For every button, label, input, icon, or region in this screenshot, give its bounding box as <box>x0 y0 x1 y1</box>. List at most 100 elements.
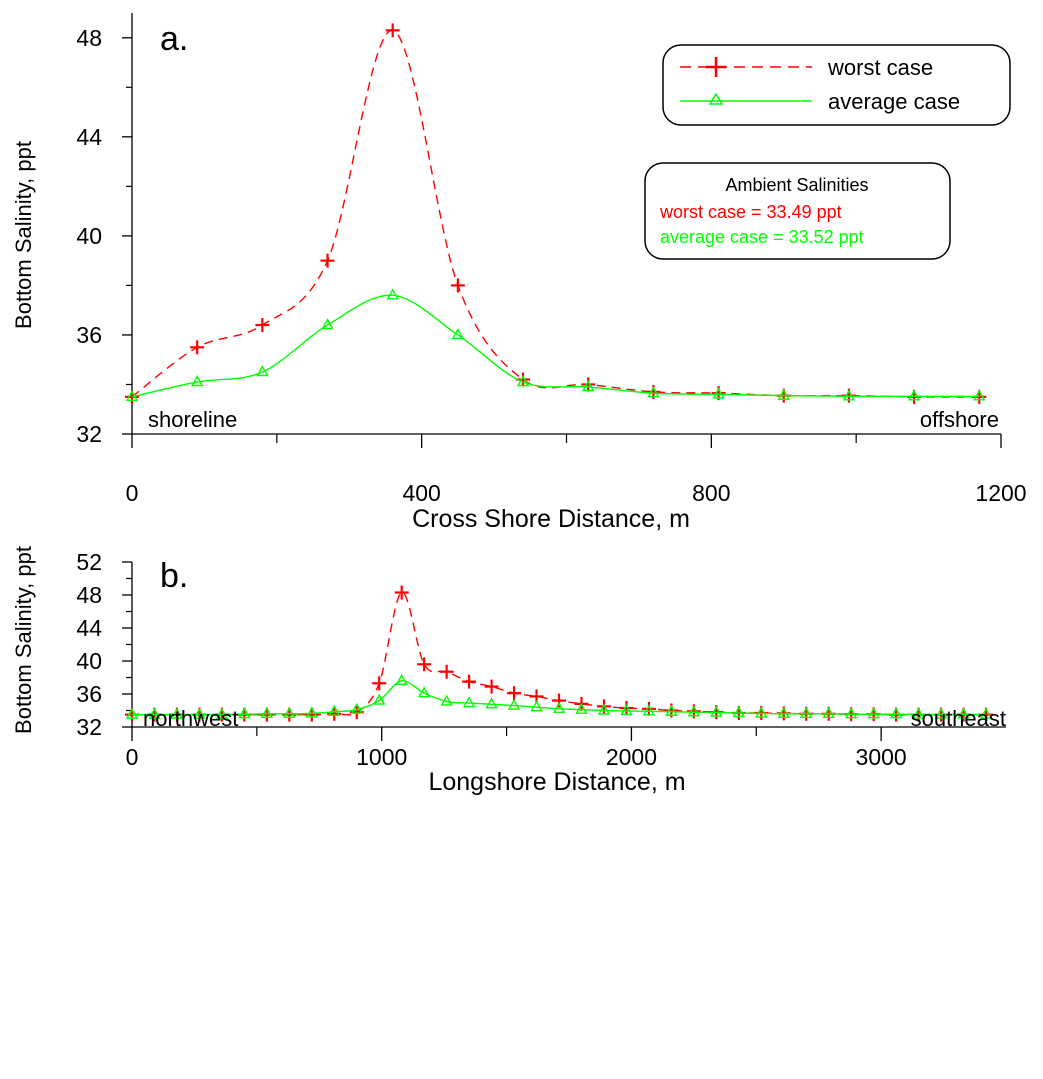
panel-b-x-tick-label: 1000 <box>356 744 407 770</box>
panel-a-average-point <box>842 389 856 401</box>
ambient-box: Ambient Salinities worst case = 33.49 pp… <box>644 162 951 260</box>
panel-b-y-tick-label: 52 <box>76 549 102 575</box>
panel-b-worst-point <box>394 585 409 600</box>
panel-b-annotation-right: southeast <box>911 706 1006 731</box>
panel-a-average-point <box>386 288 399 300</box>
panel-a-y-tick-label: 44 <box>76 124 102 150</box>
panel-a-worst-point <box>320 253 335 268</box>
panel-a-worst-point <box>255 318 270 333</box>
panel-a-x-tick-label: 400 <box>402 480 440 506</box>
panel-b-average-point <box>957 707 970 719</box>
ambient-box-worst: worst case = 33.49 ppt <box>659 202 842 222</box>
panel-a-y-tick-label: 36 <box>76 322 102 348</box>
panel-b-average-point <box>620 703 633 716</box>
panel-b-worst-point <box>259 707 274 722</box>
panel-b-average-point <box>462 696 476 708</box>
panel-a-worst-line <box>131 29 980 398</box>
panel-b-worst-point <box>552 693 567 708</box>
panel-b-average-point <box>575 702 588 714</box>
panel-b-average-point <box>328 704 341 716</box>
ambient-box-title: Ambient Salinities <box>725 175 868 195</box>
panel-b-average-point <box>193 707 206 719</box>
panel-b-worst-point <box>439 664 454 679</box>
panel-b-worst-point <box>417 657 432 672</box>
panel-b-x-tick-label: 3000 <box>856 744 907 770</box>
panel-b-average-point <box>417 686 431 698</box>
panel-b-average-point <box>148 707 161 719</box>
panel-b-average-point <box>755 706 768 718</box>
panel-b-average-point <box>710 705 723 717</box>
panel-b-average-point <box>485 697 498 709</box>
panel-b-x-tick-label: 2000 <box>606 744 657 770</box>
panel-b-average-point <box>238 707 251 719</box>
panel-b-average-point <box>552 701 566 714</box>
panel-b-ylabel: Bottom Salinity, ppt <box>11 546 36 734</box>
legend-box <box>662 44 1011 126</box>
panel-b-average-line <box>131 680 987 716</box>
panel-b-average-point <box>800 706 813 718</box>
panel-a-annotation-right: offshore <box>920 407 999 432</box>
panel-a-series <box>125 23 987 404</box>
panel-b-average-point <box>283 706 296 718</box>
panel-b-average-point <box>844 707 858 719</box>
panel-b-worst-point <box>462 674 477 689</box>
panel-a-label: a. <box>160 20 188 58</box>
panel-b-average-point <box>934 707 948 719</box>
panel-b-worst-point <box>484 679 499 694</box>
panel-b-average-point <box>642 704 656 716</box>
panel-b-average-point <box>597 703 611 715</box>
legend-worst-marker <box>706 57 726 77</box>
panel-b-average-point <box>732 706 745 718</box>
panel-b: 32 36 40 44 48 52 0 1000 2000 3000 b. northwest s… <box>11 546 1006 796</box>
panel-b-average-point <box>912 707 925 719</box>
panel-a-ylabel: Bottom Salinity, ppt <box>11 141 36 329</box>
panel-b-y-tick-label: 36 <box>76 681 102 707</box>
panel-b-average-point <box>215 707 229 719</box>
panel-a-average-point <box>712 387 725 399</box>
panel-a-y-tick-label: 32 <box>76 421 102 447</box>
panel-a-average-point <box>647 386 660 398</box>
panel-a-worst-point <box>450 278 465 293</box>
panel-a-average-point <box>516 375 530 387</box>
panel-b-worst-point <box>619 701 634 716</box>
panel-b-y-tick-label: 40 <box>76 648 102 674</box>
panel-a-average-point <box>451 327 465 340</box>
panel-a-x-tick-label: 1200 <box>975 480 1026 506</box>
ambient-box-frame <box>644 162 951 260</box>
panel-b-average-point <box>777 706 790 718</box>
panel-a-average-point <box>256 365 269 377</box>
legend: worst case average case <box>662 44 1011 126</box>
panel-b-worst-point <box>282 707 297 722</box>
panel-a-worst-point <box>385 23 400 38</box>
panel-b-xlabel: Longshore Distance, m <box>428 768 685 796</box>
panel-b-series <box>125 585 994 722</box>
legend-average-marker <box>708 92 724 105</box>
panel-a-worst-point <box>581 377 596 392</box>
legend-worst-label: worst case <box>827 55 933 80</box>
panel-b-average-point <box>889 707 903 719</box>
panel-b-average-point <box>687 705 701 717</box>
panel-a-x-tick-label: 800 <box>692 480 730 506</box>
panel-b-worst-point <box>641 701 656 716</box>
panel-a-average-point <box>190 375 204 387</box>
panel-a-average-point <box>321 318 334 330</box>
panel-a-average-point <box>777 388 790 400</box>
panel-a-average-point <box>125 389 139 402</box>
panel-b-x-tick-label: 0 <box>126 744 139 770</box>
panel-a: 32 36 40 44 48 0 400 800 1200 a. shoreline offsh… <box>11 13 1027 533</box>
legend-average-label: average case <box>828 89 960 114</box>
panel-b-label: b. <box>160 557 188 595</box>
panel-b-average-point <box>530 700 543 712</box>
panel-b-average-point <box>665 704 678 716</box>
panel-b-average-point <box>822 706 835 718</box>
panel-a-x-tick-label: 0 <box>126 480 139 506</box>
panel-b-average-point <box>305 706 318 718</box>
panel-b-worst-point <box>304 707 319 722</box>
panel-b-y-tick-label: 44 <box>76 615 102 641</box>
panel-b-y-tick-label: 48 <box>76 582 102 608</box>
panel-b-average-point <box>350 702 363 714</box>
panel-b-axes: 32 36 40 44 48 52 0 1000 2000 3000 <box>76 549 1006 770</box>
panel-b-worst-point <box>507 686 522 701</box>
